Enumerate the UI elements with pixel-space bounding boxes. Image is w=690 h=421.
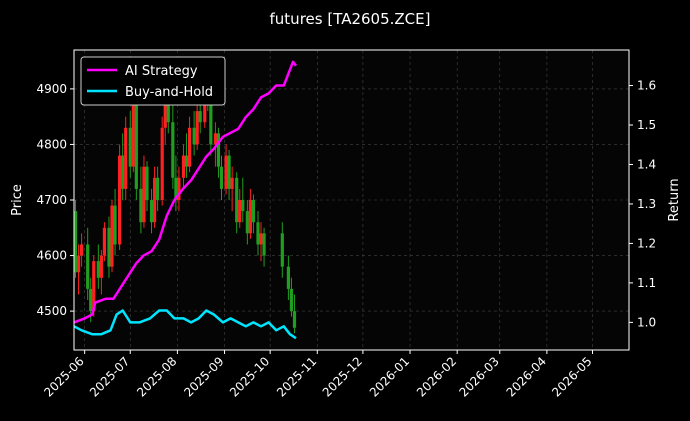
y-axis-label-right: Return <box>667 178 682 221</box>
candle-body <box>198 111 202 123</box>
candle-body <box>139 188 143 223</box>
candle-body <box>259 233 263 245</box>
y-tick-label-right: 1.3 <box>637 197 656 211</box>
y-axis-right: 1.0 1.1 1.2 1.3 1.4 1.5 1.6 <box>629 79 656 329</box>
candle-body <box>177 177 181 200</box>
candle-body <box>187 127 192 167</box>
candle-body <box>128 127 132 167</box>
candle-body <box>248 200 252 234</box>
candle-body <box>118 155 122 245</box>
candle-body <box>73 211 78 273</box>
y-tick-label-right: 1.6 <box>637 79 656 93</box>
y-tick-label-left: 4700 <box>36 193 67 207</box>
y-tick-label-right: 1.4 <box>637 157 656 171</box>
candle-body <box>174 177 178 200</box>
candle-body <box>142 166 146 223</box>
candle-body <box>209 100 213 145</box>
candle-body <box>99 255 103 278</box>
candle-body <box>235 177 239 223</box>
series-lines <box>73 60 298 340</box>
candle-body <box>256 222 260 245</box>
candle-body <box>262 233 266 256</box>
candle-body <box>86 244 90 289</box>
candle-body <box>121 155 125 189</box>
candle-body <box>245 211 249 234</box>
candle-body <box>219 166 224 189</box>
candle-body <box>89 288 93 312</box>
legend-label-strategy: AI Strategy <box>125 64 198 79</box>
candle-body <box>238 200 242 223</box>
candle-body <box>160 127 164 200</box>
candle-body <box>289 288 294 312</box>
candle-body <box>134 100 138 189</box>
candle-body <box>156 177 160 200</box>
candle-body <box>76 255 81 273</box>
series-line-buyhold <box>73 309 297 340</box>
y-tick-label-left: 4800 <box>36 137 67 151</box>
candle-body <box>166 100 170 123</box>
y-axis-left: 4500 4600 4700 4800 4900 <box>36 82 74 318</box>
candle-body <box>280 233 284 267</box>
candle-body <box>241 200 245 212</box>
y-tick-label-left: 4600 <box>36 249 67 263</box>
y-tick-label-right: 1.1 <box>637 276 656 290</box>
candle-body <box>181 155 186 178</box>
y-tick-label-right: 1.0 <box>637 315 656 329</box>
candle-body <box>107 227 111 267</box>
candle-body <box>149 200 154 223</box>
y-tick-label-left: 4900 <box>36 82 67 96</box>
candle-body <box>96 261 100 278</box>
candle-body <box>292 311 297 328</box>
candle-body <box>80 244 84 256</box>
candle-body <box>92 261 96 312</box>
candle-body <box>113 205 117 245</box>
legend: AI Strategy Buy-and-Hold <box>80 56 226 106</box>
candle-body <box>227 155 231 189</box>
candle-body <box>131 100 135 167</box>
candle-body <box>286 266 290 289</box>
y-tick-label-left: 4500 <box>36 304 67 318</box>
candle-body <box>102 227 107 256</box>
candle-body <box>171 122 175 178</box>
candle-body <box>152 177 157 223</box>
candle-body <box>224 155 228 189</box>
y-axis-label-left: Price <box>10 184 25 216</box>
y-tick-label-right: 1.5 <box>637 118 656 132</box>
candle-body <box>110 205 114 267</box>
candle-body <box>251 200 256 223</box>
series-line-strategy <box>73 60 298 324</box>
y-tick-label-right: 1.2 <box>637 236 656 250</box>
candle-body <box>195 111 199 145</box>
legend-label-buyhold: Buy-and-Hold <box>125 85 213 100</box>
candle-body <box>230 177 234 189</box>
candle-body <box>213 133 218 145</box>
candle-body <box>145 166 149 200</box>
chart-title: futures [TA2605.ZCE] <box>270 10 431 28</box>
candle-body <box>192 127 196 145</box>
candle-body <box>163 100 167 128</box>
candle-body <box>216 133 221 167</box>
candle-body <box>184 155 189 167</box>
candle-body <box>124 127 128 189</box>
